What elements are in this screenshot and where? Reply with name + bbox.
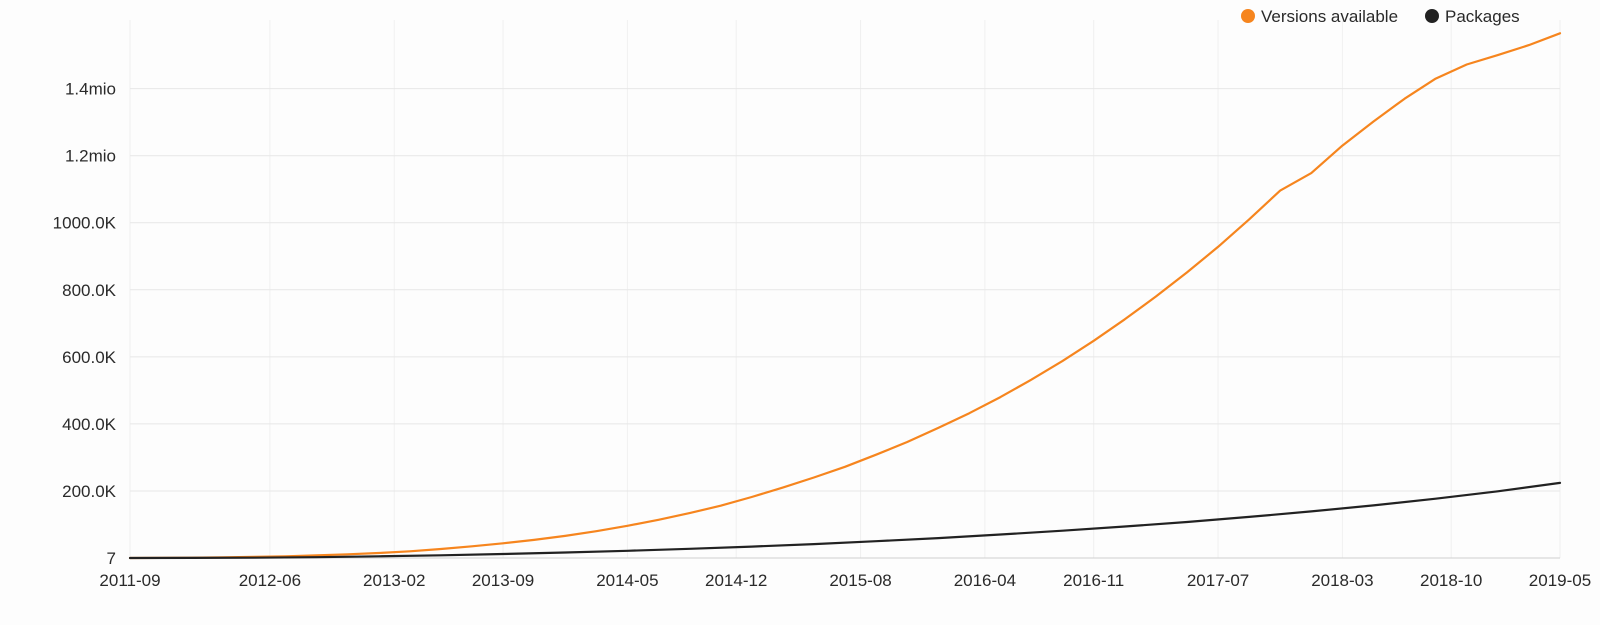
- x-tick-label: 2013-09: [472, 571, 534, 590]
- x-tick-label: 2011-09: [99, 571, 160, 590]
- x-tick-label: 2019-05: [1529, 571, 1591, 590]
- x-tick-label: 2016-11: [1063, 571, 1124, 590]
- legend-label-versions: Versions available: [1261, 7, 1398, 26]
- x-tick-label: 2015-08: [829, 571, 891, 590]
- x-tick-label: 2018-10: [1420, 571, 1482, 590]
- x-tick-label: 2016-04: [954, 571, 1016, 590]
- y-tick-label: 400.0K: [62, 415, 117, 434]
- x-tick-label: 2018-03: [1311, 571, 1373, 590]
- x-tick-label: 2014-12: [705, 571, 767, 590]
- legend-marker-versions: [1241, 9, 1255, 23]
- y-tick-label: 1.4mio: [65, 80, 116, 99]
- legend-label-packages: Packages: [1445, 7, 1520, 26]
- legend-marker-packages: [1425, 9, 1439, 23]
- x-tick-label: 2013-02: [363, 571, 425, 590]
- x-tick-label: 2017-07: [1187, 571, 1249, 590]
- x-tick-label: 2012-06: [239, 571, 301, 590]
- y-tick-label: 1.2mio: [65, 147, 116, 166]
- y-tick-label: 1000.0K: [53, 214, 117, 233]
- y-tick-label: 200.0K: [62, 482, 117, 501]
- growth-chart: 7 200.0K 400.0K 600.0K 800.0K 1000.0K 1.2mio 1.…: [0, 0, 1600, 625]
- x-tick-label: 2014-05: [596, 571, 658, 590]
- y-tick-label: 600.0K: [62, 348, 117, 367]
- y-tick-label: 7: [107, 549, 116, 568]
- y-tick-label: 800.0K: [62, 281, 117, 300]
